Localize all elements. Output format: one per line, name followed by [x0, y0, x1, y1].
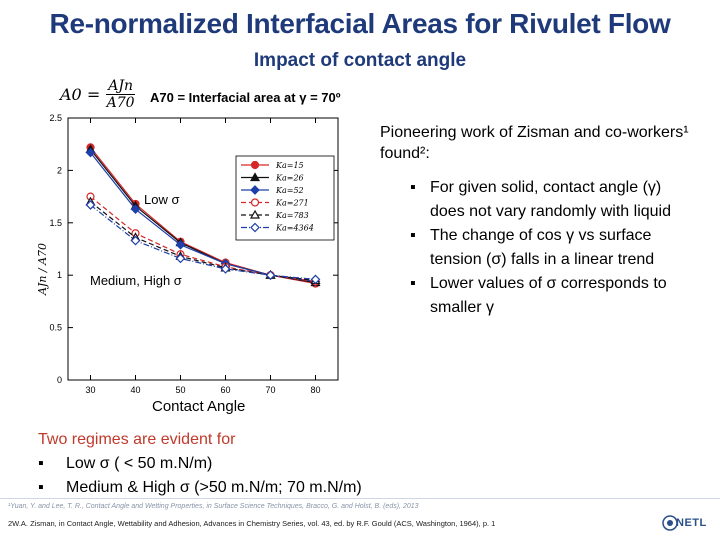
legend-swatch-marker: [250, 198, 260, 207]
series-line: [90, 204, 316, 280]
legend-swatch-marker: [249, 209, 261, 219]
zisman-heading: Pioneering work of Zisman and co-workers…: [380, 124, 689, 162]
data-point: [175, 253, 186, 264]
findings-list: For given solid, contact angle (γ) does …: [410, 176, 695, 320]
regimes-block: Two regimes are evident for Low σ ( < 50…: [38, 428, 362, 500]
regimes-list: Low σ ( < 50 m.N/m) Medium & High σ (>50…: [38, 452, 362, 500]
y-tick-label: 0.5: [49, 323, 62, 333]
finding-item: Lower values of σ corresponds to smaller…: [410, 272, 695, 320]
y-tick-label: 1.5: [49, 218, 62, 228]
data-point: [175, 239, 186, 250]
finding-item: The change of cos γ vs surface tension (…: [410, 224, 695, 272]
series-line: [90, 196, 316, 283]
data-point: [220, 264, 231, 274]
series-line: [90, 201, 316, 282]
legend-label: Ka=271: [275, 199, 309, 208]
interfacial-area-chart: 0 0.5 1 1.5 2 2.5 30 40 50 60 70 80 AJn / A70 Ka=15 Ka…: [36, 113, 339, 395]
x-tick-label: 80: [310, 385, 320, 395]
data-point: [85, 200, 96, 210]
legend-label: Ka=52: [275, 186, 304, 195]
annotation-low-sigma: Low σ: [144, 192, 179, 207]
data-point: [310, 274, 321, 285]
y-tick-label: 2: [57, 165, 62, 175]
formula-numerator: AJn: [106, 78, 135, 95]
data-point: [265, 270, 276, 281]
logo-text: NETL: [676, 517, 707, 529]
formula-denominator: A70: [106, 95, 135, 111]
legend-label: Ka=4364: [275, 224, 314, 233]
regimes-heading: Two regimes are evident for: [38, 431, 236, 448]
a70-definition: A70 = Interfacial area at γ = 70º: [150, 90, 341, 105]
x-tick-label: 50: [175, 385, 185, 395]
y-tick-label: 1: [57, 270, 62, 280]
footer-divider: [0, 498, 720, 499]
data-point: [130, 204, 141, 215]
series-line: [90, 152, 316, 283]
x-tick-label: 70: [265, 385, 275, 395]
legend-label: Ka=15: [275, 161, 304, 170]
x-tick-label: 60: [220, 385, 230, 395]
y-axis-label: AJn / A70: [36, 243, 49, 296]
y-tick-label: 2.5: [49, 113, 62, 123]
legend-swatch-marker: [249, 172, 261, 182]
slide-title: Re-normalized Interfacial Areas for Rivu…: [49, 8, 671, 39]
annotation-medium-high-sigma: Medium, High σ: [90, 273, 182, 288]
legend-swatch-marker: [250, 185, 260, 195]
x-tick-label: 40: [130, 385, 140, 395]
legend-swatch-marker: [250, 222, 260, 233]
data-point: [130, 235, 141, 246]
x-tick-label: 30: [85, 385, 95, 395]
x-axis-label: Contact Angle: [152, 398, 246, 415]
formula-lhs: A0 =: [60, 85, 101, 104]
regime-item: Medium & High σ (>50 m.N/m; 70 m.N/m): [38, 476, 362, 500]
netl-logo-icon: [662, 515, 678, 531]
finding-item: For given solid, contact angle (γ) does …: [410, 176, 695, 224]
legend-label: Ka=26: [275, 174, 304, 183]
data-point: [85, 147, 96, 158]
regime-item: Low σ ( < 50 m.N/m): [38, 452, 362, 476]
legend-label: Ka=783: [275, 211, 309, 220]
slide-subtitle: Impact of contact angle: [253, 50, 467, 71]
legend-swatch-marker: [250, 160, 260, 170]
y-tick-label: 0: [57, 375, 62, 385]
formula-fraction: AJn A70: [106, 78, 135, 111]
plot-frame: [67, 117, 339, 381]
reference-2: 2W.A. Zisman, in Contact Angle, Wettabil…: [8, 519, 496, 528]
reference-1: ¹Yuan, Y. and Lee, T. R., Contact Angle …: [8, 503, 419, 510]
normalization-formula: A0 = AJn A70: [60, 78, 135, 111]
